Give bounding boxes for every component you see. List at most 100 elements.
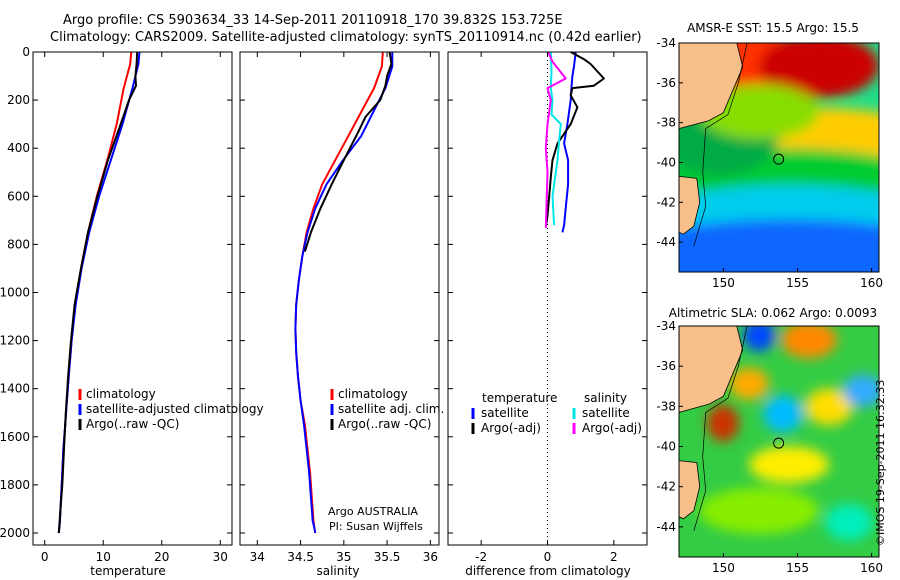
sla-map-ytick-label: -40 (656, 440, 676, 454)
sla-map-ytick-label: -42 (656, 480, 676, 494)
sst-map-xtick-label: 155 (786, 276, 809, 290)
sla-map-xtick-label: 155 (786, 561, 809, 575)
salinity-xlabel: salinity (316, 564, 359, 578)
sla-map-panel: 150 155 160 -34 -36 -38 -40 -42 -44 Altimetric SL… (656, 306, 883, 575)
difference-series-1 (544, 51, 605, 228)
temperature-series-2 (57, 51, 139, 534)
difference-series-2 (549, 51, 562, 226)
shelf-contour (693, 43, 748, 247)
argo-float-marker (773, 437, 785, 449)
difference-xtick-label: -2 (475, 550, 487, 564)
difference-legend: temperaturesatelliteArgo(-adj)salinitysa… (471, 391, 642, 435)
sla-map-ytick-label: -38 (656, 399, 676, 413)
map-anomaly-patch (759, 43, 879, 98)
sla-map-xtick-label: 150 (712, 561, 735, 575)
temperature-xtick-label: 0 (41, 550, 49, 564)
sla-map-ytick-label: -44 (656, 520, 676, 534)
pi-label: PI: Susan Wijffels (329, 520, 423, 533)
map-anomaly-patch (729, 367, 769, 400)
sst-map-frame (678, 42, 880, 273)
salinity-xtick-label: 34.5 (287, 550, 314, 564)
land-tasmania (679, 175, 701, 235)
temperature-ytick-label: 400 (7, 141, 30, 155)
map-anomaly-patch (843, 374, 879, 407)
sst-map-ytick-label: -40 (656, 155, 676, 169)
temperature-axes-frame (32, 51, 233, 546)
temperature-ytick-label: 600 (7, 189, 30, 203)
sst-map-xtick-label: 150 (712, 276, 735, 290)
sst-map-title: AMSR-E SST: 15.5 Argo: 15.5 (687, 21, 859, 35)
map-anomaly-patch (781, 326, 837, 359)
shelf-contour (693, 326, 748, 531)
sst-map-field (679, 43, 879, 272)
map-anomaly-patch (707, 404, 739, 442)
map-anomaly-patch (749, 446, 829, 484)
legend-label: Argo(..raw -QC) (86, 417, 179, 431)
sla-map-ytick-label: -34 (656, 319, 676, 333)
salinity-xtick-label: 35.5 (374, 550, 401, 564)
temperature-ytick-label: 1800 (0, 478, 30, 492)
map-anomaly-patch (763, 395, 803, 433)
map-anomaly-patch (825, 503, 873, 541)
legend-label: satellite (481, 406, 529, 420)
land-mainland (679, 326, 744, 413)
sst-map-ytick-label: -34 (656, 36, 676, 50)
legend-label: satellite adj. clim. (338, 402, 444, 416)
salinity-xtick-label: 36 (423, 550, 438, 564)
salinity-xtick-label: 34 (250, 550, 265, 564)
temperature-series-1 (57, 51, 141, 534)
argo-float-marker (773, 153, 785, 165)
land-tasmania (679, 460, 701, 520)
sla-map-field (679, 326, 879, 557)
difference-xtick-label: 2 (610, 550, 618, 564)
legend-header: temperature (482, 391, 557, 405)
salinity-series-2 (303, 51, 393, 252)
legend-label: Argo(..raw -QC) (338, 417, 431, 431)
temperature-ytick-label: 1400 (0, 382, 30, 396)
legend-label: satellite-adjusted climatology (86, 402, 264, 416)
imos-stamp: ©IMOS 19-Sep-2011 16:32:33 (874, 379, 887, 546)
difference-xlabel: difference from climatology (465, 564, 631, 578)
temperature-ytick-label: 0 (22, 45, 30, 59)
temperature-ytick-label: 200 (7, 93, 30, 107)
salinity-panel: 34 34.5 35 35.5 36 salinity climatologysatelli… (239, 51, 444, 578)
temperature-xlabel: temperature (90, 564, 165, 578)
difference-series-3 (544, 51, 567, 228)
sst-map-ytick-label: -36 (656, 76, 676, 90)
legend-label: climatology (86, 387, 156, 401)
temperature-panel: 0 10 20 30 0 200 400 600 800 1000 1200 1400 1600 1800… (0, 45, 264, 578)
sst-map-panel: 150 155 160 -34 -36 -38 -40 -42 -44 AMSR-E SST: 1… (656, 21, 883, 290)
temperature-ytick-label: 1000 (0, 285, 30, 299)
sla-map-xtick-label: 160 (860, 561, 883, 575)
map-anomaly-patch (679, 219, 879, 272)
legend-header: salinity (584, 391, 627, 405)
difference-series-0 (561, 51, 577, 233)
salinity-series-1 (294, 52, 394, 534)
temperature-xtick-label: 30 (213, 550, 228, 564)
temperature-ytick-label: 2000 (0, 526, 30, 540)
legend-label: satellite (582, 406, 630, 420)
legend-label: climatology (338, 387, 408, 401)
map-anomaly-patch (699, 487, 819, 534)
map-anomaly-patch (743, 326, 775, 352)
figure-subtitle: Climatology: CARS2009. Satellite-adjuste… (50, 30, 642, 45)
sst-map-ytick-label: -44 (656, 235, 676, 249)
temperature-xtick-label: 20 (154, 550, 169, 564)
sst-map-ytick-label: -42 (656, 195, 676, 209)
argo-program-label: Argo AUSTRALIA (328, 505, 418, 518)
temperature-ytick-label: 1200 (0, 334, 30, 348)
sst-map-xtick-label: 160 (860, 276, 883, 290)
difference-xtick-label: 0 (544, 550, 552, 564)
temperature-ytick-label: 1600 (0, 430, 30, 444)
temperature-ytick-label: 800 (7, 237, 30, 251)
legend-label: Argo(-adj) (582, 421, 642, 435)
salinity-xtick-label: 35 (336, 550, 351, 564)
salinity-axes-frame (239, 51, 440, 546)
map-anomaly-field (699, 326, 879, 541)
map-anomaly-patch (805, 388, 853, 426)
sla-map-title: Altimetric SLA: 0.062 Argo: 0.0093 (669, 306, 877, 320)
land-mainland (679, 43, 744, 130)
